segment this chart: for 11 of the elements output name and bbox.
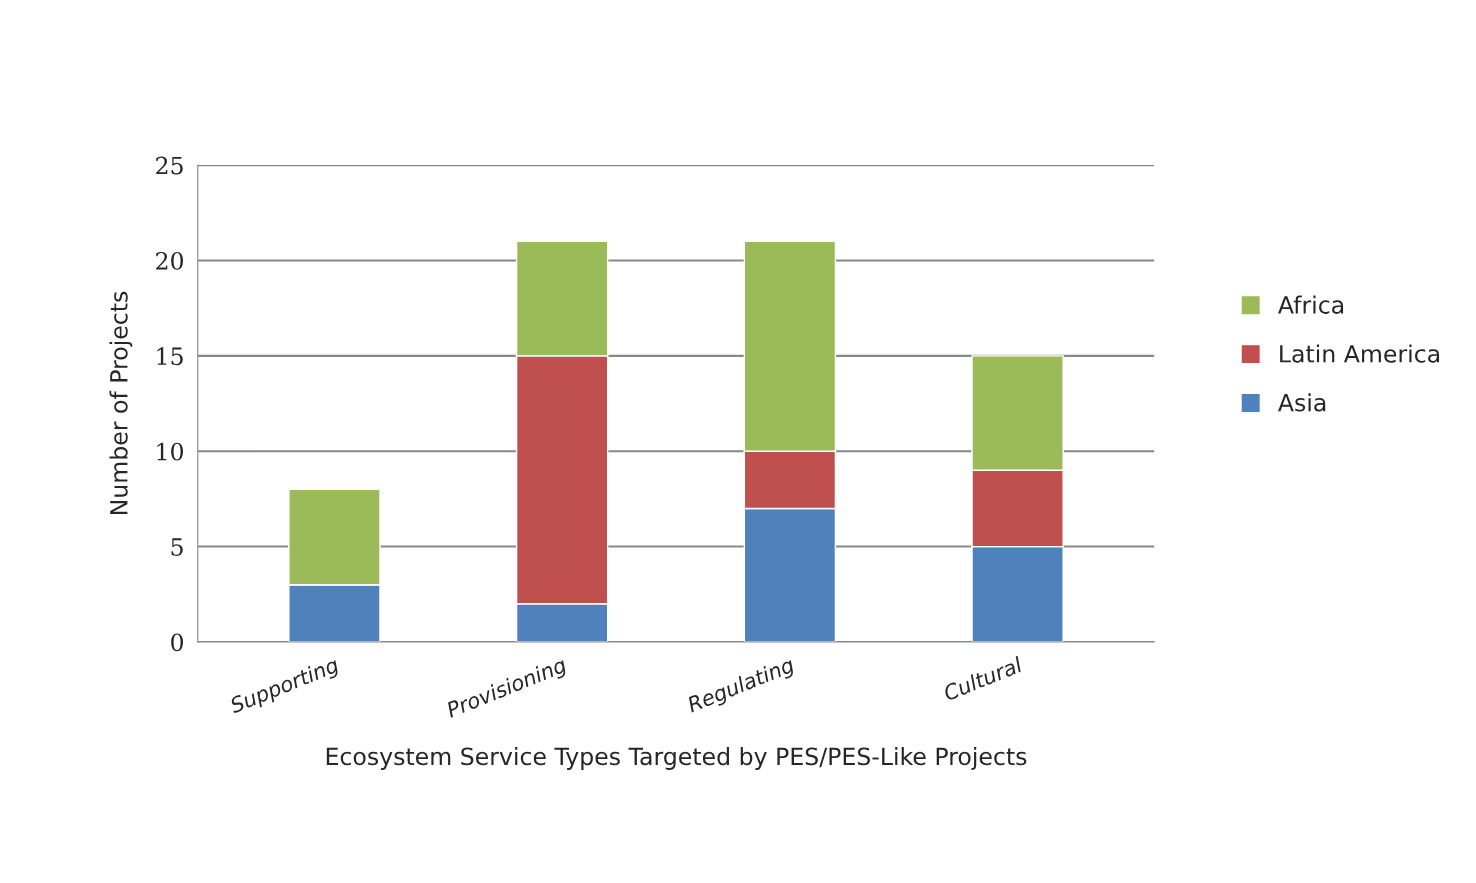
y-axis-title: Number of Projects xyxy=(109,291,133,515)
x-axis-title: Ecosystem Service Types Targeted by PES/PES-Like Projects xyxy=(326,747,1027,770)
y-tick-label: 25 xyxy=(156,156,183,175)
y-tick-label: 20 xyxy=(156,251,184,270)
legend-label: Africa xyxy=(1278,295,1344,314)
y-tick-label: 10 xyxy=(157,442,184,461)
y-tick-label: 0 xyxy=(171,633,184,652)
y-tick-label: 5 xyxy=(171,538,183,556)
y-tick-label: 15 xyxy=(157,347,183,366)
legend-label: Latin America xyxy=(1280,344,1440,363)
legend-label: Asia xyxy=(1278,393,1326,412)
